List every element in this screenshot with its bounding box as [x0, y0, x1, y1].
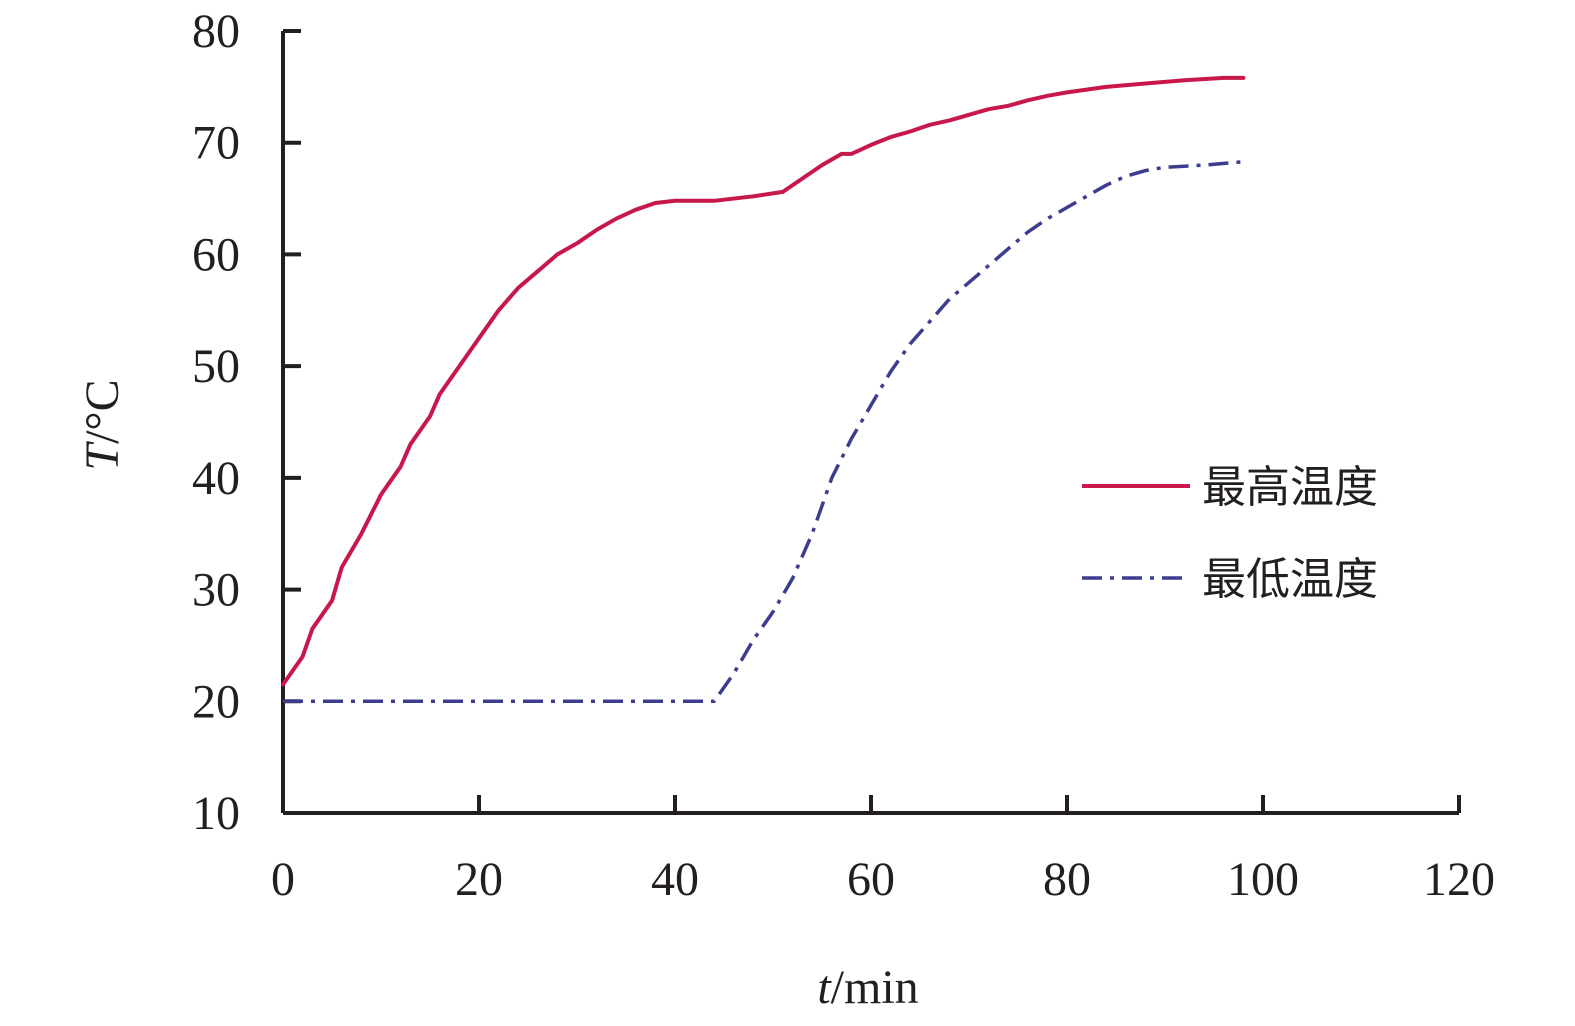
series-layer — [281, 75, 1246, 704]
y-tick-label: 10 — [192, 787, 240, 840]
series-line-2 — [283, 159, 1244, 704]
y-tick-label: 20 — [192, 675, 240, 728]
y-tick-label: 30 — [192, 564, 240, 617]
legend-label-1: 最高温度 — [1202, 462, 1378, 513]
series-line-1 — [281, 75, 1246, 687]
y-tick-label: 80 — [192, 5, 240, 58]
x-axis-title: t/min — [817, 961, 918, 1014]
y-axis-title: T/°C — [76, 379, 129, 470]
x-tick-label: 0 — [271, 853, 295, 906]
x-tick-label: 100 — [1227, 853, 1299, 906]
axes: 10 20 30 40 50 60 70 80 0 20 40 60 80 100 120 — [192, 5, 1495, 906]
x-tick-label: 120 — [1423, 853, 1495, 906]
x-tick-label: 80 — [1043, 853, 1091, 906]
y-tick-label: 60 — [192, 228, 240, 281]
y-tick-label: 50 — [192, 340, 240, 393]
y-tick-label: 40 — [192, 452, 240, 505]
legend-label-2: 最低温度 — [1202, 554, 1378, 605]
y-tick-label: 70 — [192, 117, 240, 170]
x-tick-label: 40 — [651, 853, 699, 906]
x-tick-label: 60 — [847, 853, 895, 906]
x-tick-label: 20 — [455, 853, 503, 906]
